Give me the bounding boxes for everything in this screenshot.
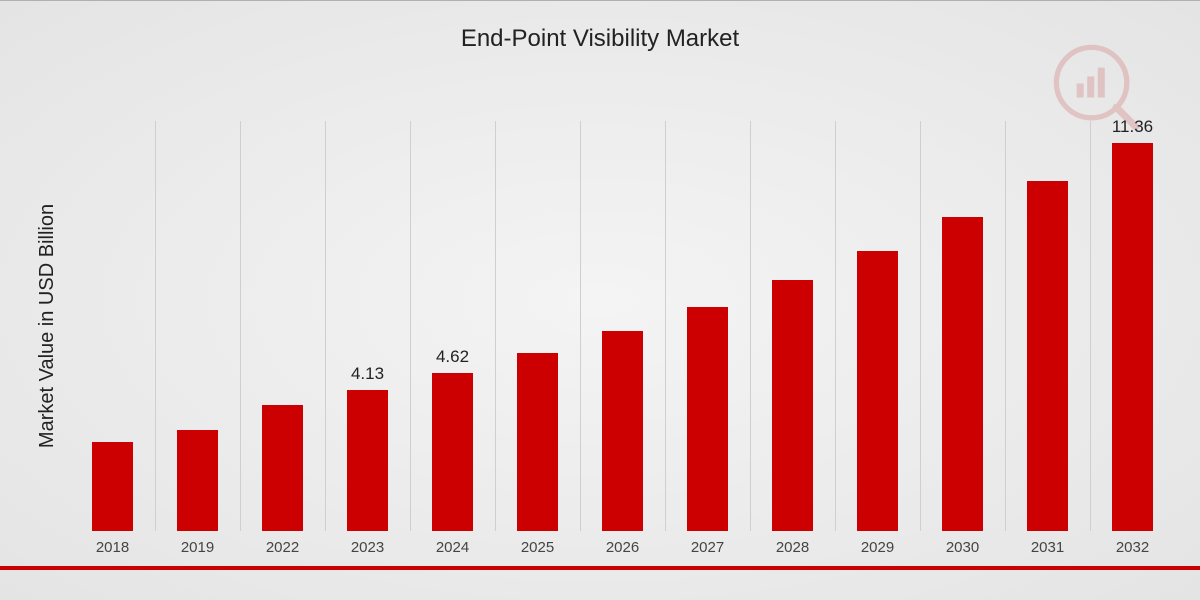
bar (687, 307, 728, 531)
bar (1112, 143, 1153, 531)
x-tick-label: 2028 (750, 539, 835, 556)
bar (1027, 181, 1068, 531)
grid-line (665, 121, 666, 531)
bar (177, 430, 218, 531)
bar (772, 280, 813, 531)
bar (857, 251, 898, 531)
plot-area: 20182019202220234.1320244.62202520262027… (70, 121, 1175, 531)
bar (262, 405, 303, 531)
grid-line (240, 121, 241, 531)
x-tick-label: 2029 (835, 539, 920, 556)
x-tick-label: 2025 (495, 539, 580, 556)
grid-line (1005, 121, 1006, 531)
x-tick-label: 2023 (325, 539, 410, 556)
chart-canvas: End-Point Visibility Market Market Value… (0, 0, 1200, 600)
grid-line (410, 121, 411, 531)
bar-value-label: 4.13 (325, 364, 410, 384)
x-tick-label: 2027 (665, 539, 750, 556)
chart-title: End-Point Visibility Market (0, 25, 1200, 53)
grid-line (325, 121, 326, 531)
bar-value-label: 4.62 (410, 347, 495, 367)
bar-value-label: 11.36 (1090, 117, 1175, 137)
grid-line (1090, 121, 1091, 531)
bar (432, 373, 473, 531)
x-tick-label: 2031 (1005, 539, 1090, 556)
y-axis-label: Market Value in USD Billion (36, 121, 59, 531)
grid-line (835, 121, 836, 531)
x-tick-label: 2026 (580, 539, 665, 556)
grid-line (920, 121, 921, 531)
x-tick-label: 2030 (920, 539, 1005, 556)
x-tick-label: 2022 (240, 539, 325, 556)
bar (347, 390, 388, 531)
x-tick-label: 2018 (70, 539, 155, 556)
x-tick-label: 2019 (155, 539, 240, 556)
bar (602, 331, 643, 531)
bar (942, 217, 983, 531)
bar (92, 442, 133, 531)
grid-line (495, 121, 496, 531)
grid-line (580, 121, 581, 531)
bar (517, 353, 558, 531)
accent-bar (0, 566, 1200, 570)
grid-line (155, 121, 156, 531)
grid-line (750, 121, 751, 531)
x-tick-label: 2032 (1090, 539, 1175, 556)
x-tick-label: 2024 (410, 539, 495, 556)
